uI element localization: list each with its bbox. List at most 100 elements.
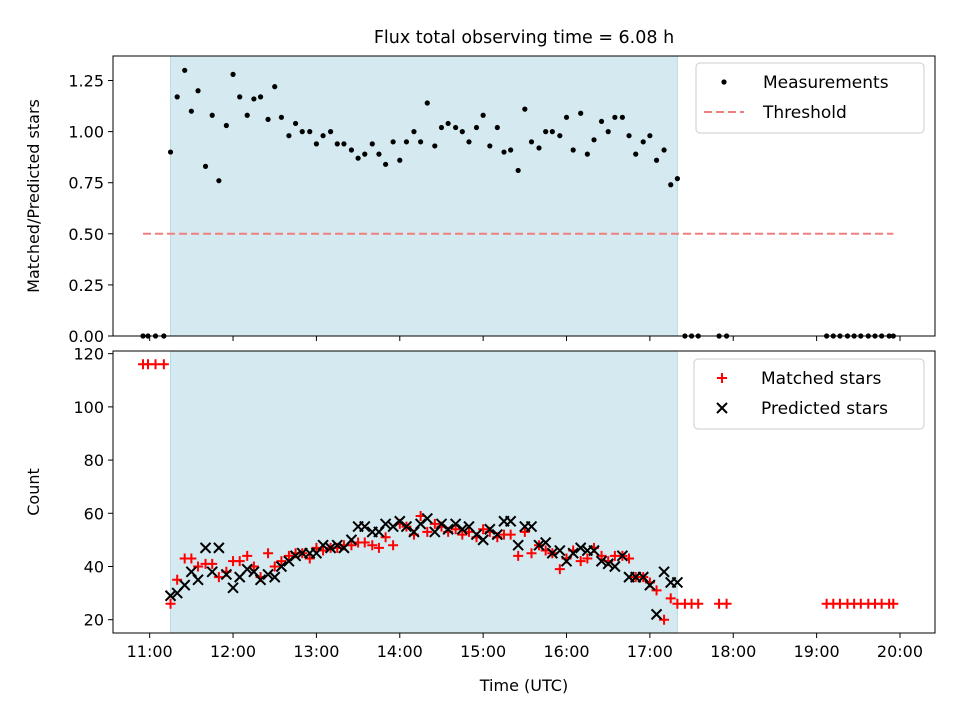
matched-star-point [505,529,516,540]
predicted-star-point [456,523,469,535]
legend-box [695,62,925,134]
measurement-point [230,71,236,77]
measurement-point [327,129,334,135]
predicted-star-point [199,542,212,554]
matched-star-point [158,359,169,370]
matched-star-point [388,540,399,551]
predicted-star-point [658,566,670,578]
measurement-point [619,114,625,120]
x-tick-label: 20:00 [877,642,923,661]
measurement-point [411,129,417,135]
y-axis-label: Count [24,468,43,516]
measurement-point [265,116,271,122]
predicted-star-point [546,547,559,559]
measurement-point [257,94,264,100]
measurement-point [223,122,229,129]
measurement-point [445,120,451,127]
predicted-star-point [616,550,629,562]
measurement-point [299,129,305,135]
y-tick-label: 0.25 [68,276,104,295]
predicted-star-point [275,560,288,573]
predicted-star-point [345,534,358,546]
measurement-point [355,155,361,161]
measurement-point [307,129,313,135]
matched-star-point [665,593,676,604]
measurement-point [202,163,209,169]
x-tick-label: 12:00 [210,642,256,661]
measurement-point [557,133,563,139]
measurement-point [515,167,521,174]
legend-marker-matched [717,373,727,383]
measurement-point [286,133,292,139]
matched-star-point [575,556,586,567]
matched-star-point [359,537,370,548]
predicted-star-point [421,512,434,525]
measurement-point [403,139,410,145]
measurement-point [167,149,174,155]
predicted-star-point [164,590,177,602]
matched-star-point [263,548,274,559]
measurement-point [453,124,459,131]
y-tick-label: 120 [73,345,104,364]
measurement-point [640,139,646,145]
matched-star-point [651,585,662,596]
x-tick-label: 11:00 [127,642,173,661]
measurement-point [362,151,368,157]
y-tick-label: 20 [84,611,104,630]
predicted-star-point [227,582,239,594]
measurement-point [376,151,382,157]
measurement-point [653,157,660,163]
measurement-point [480,112,486,118]
measurement-point [182,67,188,73]
predicted-star-point [442,523,454,535]
predicted-star-point [554,544,566,557]
predicted-star-point [178,579,191,591]
measurement-point [432,143,438,149]
predicted-star-point [567,547,579,559]
axes-frame [112,55,936,337]
measurement-point [459,129,465,135]
matched-star-point [346,540,357,551]
predicted-star-point [241,563,253,575]
predicted-star-point [289,550,302,562]
measurement-point [195,88,201,94]
top-panel-ratio: 0.00 0.25 0.50 0.75 1.00 1.25 Matched/Predicte… [24,55,936,346]
bottom-panel-counts: 20 40 60 80 100 120 11:00 12:00 13:00 14:00 15:00 1… [24,345,936,695]
measurement-point [508,147,514,153]
x-axis-label: Time (UTC) [479,676,568,695]
matched-star-point [283,550,294,561]
observing-window-span [170,350,678,634]
matched-star-point [693,598,704,609]
measurement-point [438,124,445,131]
legend-label: Matched stars [761,369,881,389]
predicted-star-point [512,539,524,551]
y-tick-label: 40 [84,557,104,576]
predicted-star-point [379,518,392,530]
measurement-point [174,94,180,100]
measurement-point [522,106,528,112]
measurement-point [466,139,472,145]
matched-star-point [165,598,176,609]
measurement-point [188,108,194,114]
x-tick-label: 14:00 [377,642,423,661]
measurement-point [668,182,674,188]
matched-star-point [721,598,732,609]
measurement-point [278,114,285,120]
measurement-point [626,133,632,139]
legend: Matched stars Predicted stars [693,358,925,430]
predicted-star-point [533,539,545,551]
measurement-point [647,133,653,139]
measurement-point [369,141,375,147]
matched-star-point [450,524,461,535]
measurement-point [209,112,215,118]
measurement-point [494,124,500,131]
measurement-point [334,141,340,147]
predicted-star-point [254,574,267,586]
predicted-star-point [269,571,281,583]
measurement-point [272,84,278,90]
measurement-point [418,139,424,145]
predicted-star-point [504,515,517,527]
predicted-star-point [525,520,538,533]
measurement-point [397,157,403,163]
measurement-point [591,137,597,143]
